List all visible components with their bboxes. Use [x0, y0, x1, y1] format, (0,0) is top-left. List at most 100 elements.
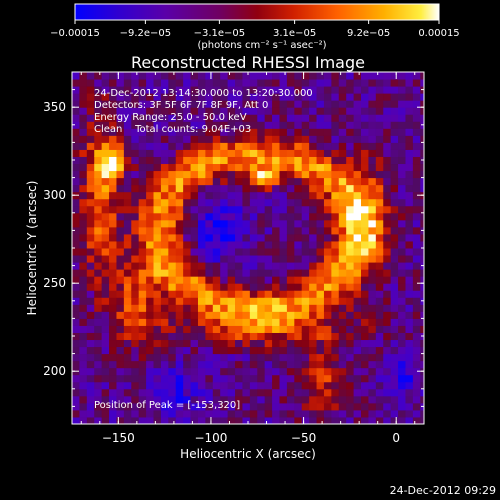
heatmap-cell [242, 297, 251, 305]
heatmap-cell [205, 163, 214, 172]
heatmap-cell [220, 318, 229, 326]
heatmap-cell [361, 318, 369, 326]
heatmap-cell [301, 107, 310, 115]
heatmap-cell [316, 198, 325, 207]
heatmap-cell [331, 290, 340, 298]
heatmap-cell [405, 248, 414, 256]
heatmap-cell [175, 353, 184, 362]
heatmap-cell [286, 86, 295, 94]
heatmap-cell [272, 72, 280, 80]
heatmap-cell [309, 212, 318, 221]
heatmap-cell [368, 325, 377, 333]
heatmap-cell [257, 346, 266, 355]
heatmap-cell [123, 283, 132, 291]
heatmap-cell [257, 240, 266, 249]
annotation-detectors: Detectors: 3F 5F 6F 7F 8F 9F, Att 0 [94, 100, 268, 111]
heatmap-cell [294, 367, 303, 376]
heatmap-cell [309, 79, 318, 87]
heatmap-cell [205, 86, 214, 94]
heatmap-cell [286, 290, 295, 298]
heatmap-cell [160, 149, 169, 157]
heatmap-cell [390, 205, 399, 214]
heatmap-cell [353, 367, 362, 376]
heatmap-cell [242, 226, 251, 235]
heatmap-cell [153, 332, 162, 341]
heatmap-cell [398, 121, 406, 129]
heatmap-cell [323, 381, 332, 390]
heatmap-cell [390, 93, 399, 101]
heatmap-cell [220, 290, 229, 298]
heatmap-cell [368, 114, 377, 122]
heatmap-cell [249, 304, 258, 312]
heatmap-cell [249, 142, 258, 150]
heatmap-cell [220, 395, 229, 404]
heatmap-cell [138, 339, 147, 348]
heatmap-cell [101, 353, 110, 362]
heatmap-cell [242, 79, 251, 87]
heatmap-cell [190, 128, 199, 136]
heatmap-cell [361, 135, 369, 143]
heatmap-cell [294, 149, 303, 157]
heatmap-cell [227, 283, 236, 291]
heatmap-cell [368, 304, 377, 312]
heatmap-cell [160, 304, 169, 312]
heatmap-cell [116, 240, 125, 249]
heatmap-cell [309, 332, 318, 341]
heatmap-cell [101, 395, 110, 404]
heatmap-cell [294, 170, 303, 179]
heatmap-cell [338, 311, 347, 319]
heatmap-cell [168, 177, 177, 186]
heatmap-cell [398, 212, 406, 221]
heatmap-cell [242, 374, 251, 383]
heatmap-cell [383, 205, 392, 214]
heatmap-cell [146, 388, 155, 397]
heatmap-cell [131, 100, 140, 108]
heatmap-cell [316, 304, 325, 312]
heatmap-cell [309, 311, 318, 319]
heatmap-cell [309, 374, 318, 383]
heatmap-cell [138, 93, 147, 101]
heatmap-cell [264, 114, 273, 122]
heatmap-cell [294, 388, 303, 397]
heatmap-cell [249, 283, 258, 291]
heatmap-cell [405, 156, 414, 165]
heatmap-cell [153, 233, 162, 242]
heatmap-cell [264, 318, 273, 326]
heatmap-cell [227, 191, 236, 200]
heatmap-cell [197, 100, 206, 108]
heatmap-cell [79, 233, 88, 242]
heatmap-cell [338, 395, 347, 404]
heatmap-cell [86, 86, 95, 94]
heatmap-cell [131, 255, 140, 263]
heatmap-cell [301, 219, 310, 228]
heatmap-cell [323, 107, 332, 115]
heatmap-cell [272, 100, 280, 108]
heatmap-cell [301, 311, 310, 319]
heatmap-cell [323, 402, 332, 411]
heatmap-cell [160, 416, 169, 424]
heatmap-cell [375, 381, 384, 390]
heatmap-cell [279, 388, 288, 397]
heatmap-cell [301, 283, 310, 291]
heatmap-cell [390, 318, 399, 326]
heatmap-cell [123, 163, 132, 172]
heatmap-cell [405, 374, 414, 383]
heatmap-cell [264, 332, 273, 341]
heatmap-cell [272, 325, 280, 333]
heatmap-cell [116, 142, 125, 150]
heatmap-cell [242, 156, 251, 165]
heatmap-cell [361, 107, 369, 115]
heatmap-cell [375, 79, 384, 87]
heatmap-cell [138, 86, 147, 94]
heatmap-cell [183, 100, 192, 108]
heatmap-cell [272, 402, 280, 411]
heatmap-cell [301, 156, 310, 165]
heatmap-cell [249, 297, 258, 305]
heatmap-cell [131, 276, 140, 284]
heatmap-cell [175, 149, 184, 157]
heatmap-cell [101, 402, 110, 411]
heatmap-cell [412, 381, 421, 390]
heatmap-cell [279, 395, 288, 404]
heatmap-cell [160, 79, 169, 87]
heatmap-cell [109, 170, 117, 179]
